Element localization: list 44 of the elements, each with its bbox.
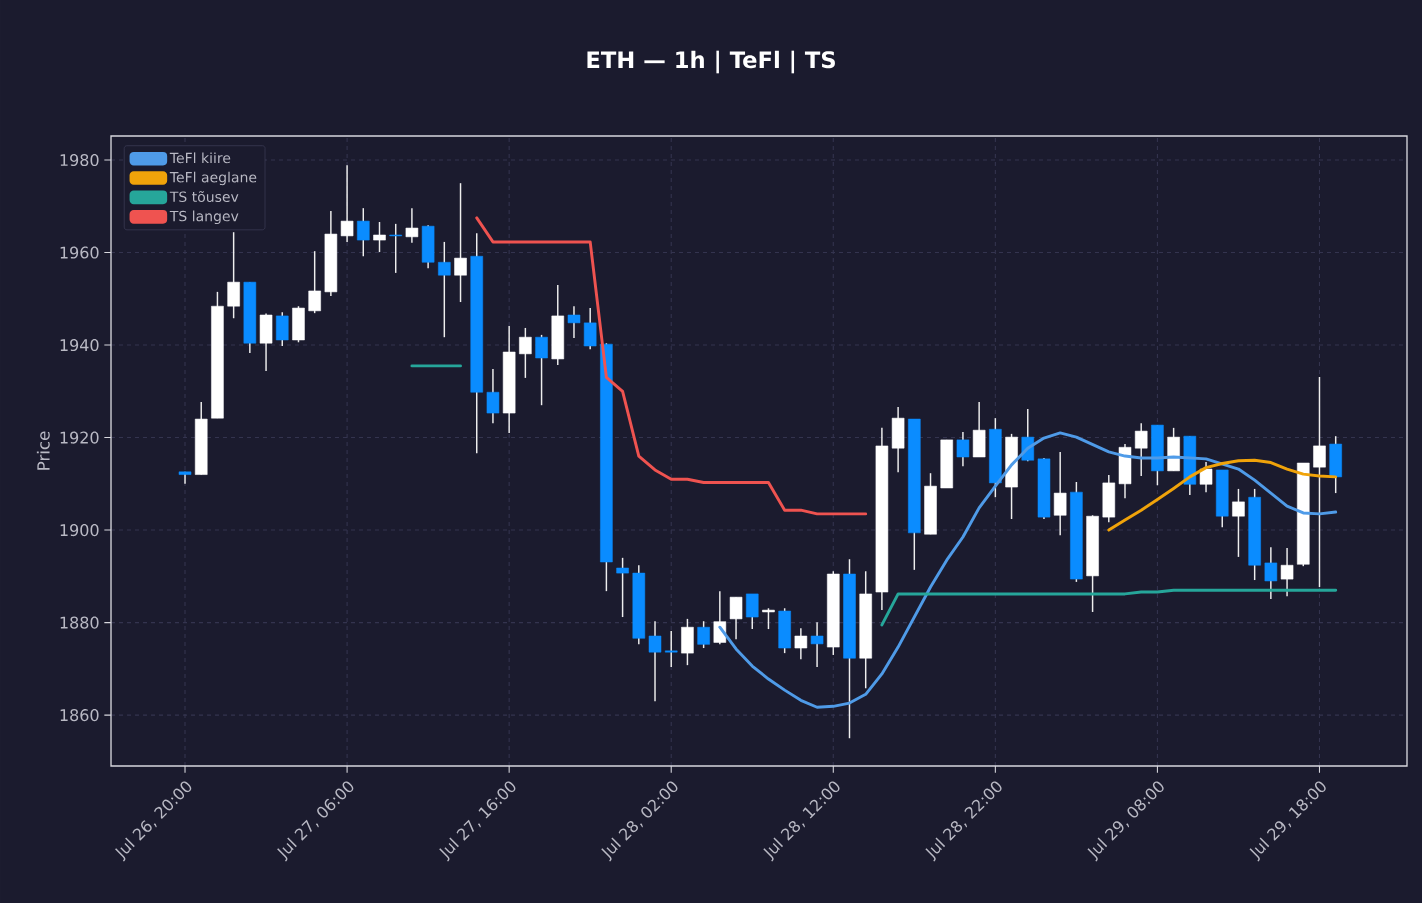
- y-tick-label: 1860: [60, 709, 99, 722]
- candlestick: [535, 334, 548, 406]
- candlestick: [1199, 461, 1213, 493]
- candlestick: [438, 241, 451, 338]
- y-tick-label: 1920: [60, 431, 99, 444]
- y-tick-label: 1940: [60, 339, 99, 352]
- candlestick: [389, 223, 402, 274]
- y-tick-label: 1880: [60, 616, 99, 629]
- candlestick: [745, 593, 759, 630]
- legend-label: TeFl aeglane: [169, 171, 257, 186]
- legend-label: TS langev: [169, 210, 239, 225]
- candlestick: [956, 431, 970, 467]
- candlestick: [583, 307, 597, 350]
- candlestick: [729, 596, 743, 640]
- candlestick: [567, 305, 581, 339]
- candlestick: [1264, 546, 1278, 600]
- candlestick: [373, 221, 386, 253]
- candlestick: [308, 250, 321, 314]
- candlestick: [454, 182, 467, 303]
- candlestick: [762, 607, 775, 630]
- candlestick: [697, 620, 710, 649]
- candlestick: [648, 620, 662, 702]
- candlestick: [357, 207, 370, 257]
- candlestick: [1313, 376, 1326, 588]
- candlestick: [616, 557, 629, 618]
- candlestick: [1134, 422, 1148, 477]
- candlestick: [178, 471, 192, 485]
- candlestick: [1232, 488, 1245, 558]
- candlestick: [1053, 451, 1067, 536]
- candlestick: [794, 627, 808, 660]
- y-tick-label: 1900: [60, 524, 99, 537]
- candlestick: [519, 327, 532, 379]
- y-axis-title: Price: [36, 431, 50, 470]
- candlestick: [340, 164, 354, 243]
- y-tick-label: 1980: [60, 153, 99, 167]
- chart-title: ETH — 1h | TeFl | TS: [587, 50, 835, 74]
- candlestick: [486, 368, 500, 424]
- legend-label: TeFl kiire: [169, 152, 231, 164]
- candlestick: [1280, 547, 1294, 597]
- y-tick-label: 1960: [60, 246, 99, 259]
- legend-label: TS tõusev: [169, 190, 239, 203]
- candlestick: [810, 621, 824, 668]
- candlestick: [405, 207, 419, 244]
- candlestick: [664, 630, 678, 668]
